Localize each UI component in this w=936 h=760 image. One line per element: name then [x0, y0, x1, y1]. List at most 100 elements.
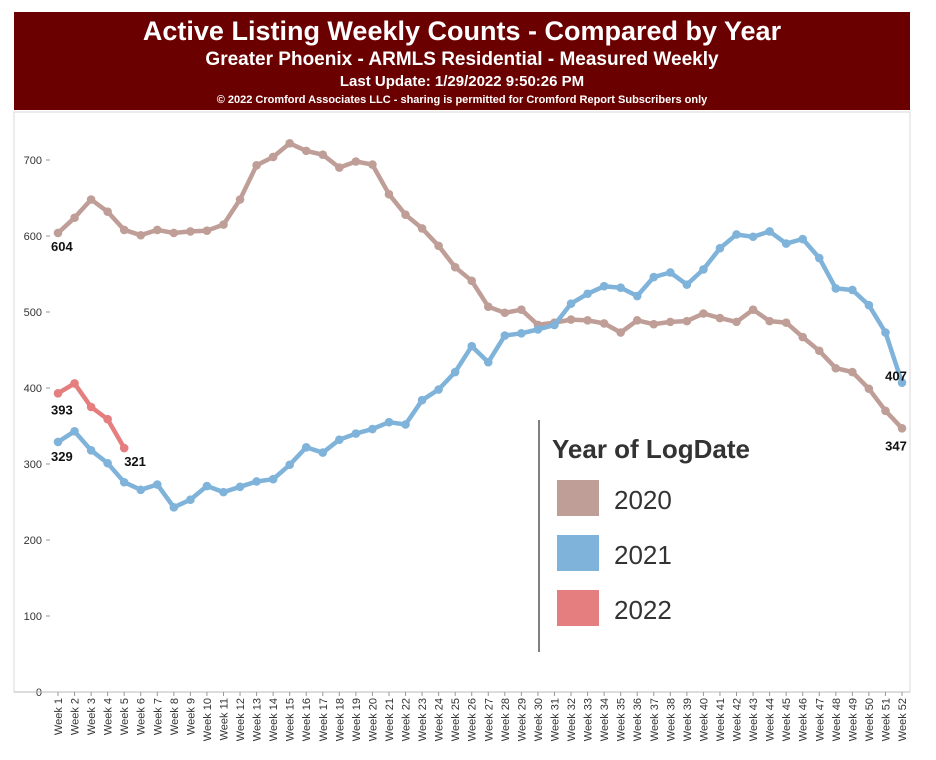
data-point-2022: [70, 379, 79, 388]
data-point-2020: [566, 315, 576, 324]
data-point-2021: [599, 281, 609, 291]
data-point-2021: [119, 477, 129, 487]
data-point-2020: [897, 423, 907, 433]
legend-label-2022: 2022: [614, 595, 672, 625]
y-tick-label: 500: [24, 307, 42, 319]
data-point-2020: [219, 220, 228, 229]
data-point-2021: [384, 417, 394, 427]
x-tick-label: Week 36: [632, 698, 644, 741]
legend-items: 2020 2021 2022: [557, 480, 672, 626]
data-point-2021: [219, 487, 228, 497]
x-tick-label: Week 41: [715, 698, 727, 741]
y-tick-label: 400: [24, 383, 42, 395]
x-tick-label: Week 11: [218, 698, 230, 740]
data-point-2020: [119, 225, 129, 235]
plot-frame: [13, 111, 911, 693]
data-point-2020: [765, 316, 774, 326]
data-point-2021: [682, 280, 692, 289]
data-point-2021: [765, 227, 774, 236]
x-tick-label: Week 34: [599, 698, 611, 741]
data-point-2021: [186, 495, 195, 505]
legend-swatch-2020: [557, 480, 599, 516]
x-tick-label: Week 46: [798, 698, 810, 741]
data-point-2020: [682, 316, 692, 326]
series-line-2021: [55, 229, 905, 510]
x-tick-label: Week 32: [566, 698, 578, 741]
data-point-2020: [202, 226, 212, 235]
x-tick-label: Week 30: [533, 698, 545, 741]
x-tick-label: Week 3: [86, 698, 98, 735]
legend-swatch-2022: [557, 590, 599, 626]
x-tick-label: Week 21: [384, 698, 396, 741]
data-point-2021: [814, 253, 824, 263]
data-point-2020: [814, 346, 824, 356]
data-point-2021: [781, 239, 791, 248]
x-tick-label: Week 42: [732, 698, 744, 741]
data-point-2020: [798, 332, 808, 342]
data-point-2022: [53, 389, 63, 398]
data-point-2021: [401, 420, 410, 429]
data-point-2020: [781, 318, 791, 327]
x-tick-label: Week 29: [516, 698, 528, 741]
legend-label-2020: 2020: [614, 485, 672, 515]
x-tick-label: Week 31: [549, 698, 561, 741]
data-point-2021: [136, 485, 146, 495]
copyright-text: © 2022 Cromford Associates LLC - sharing…: [216, 94, 708, 106]
data-label-2022-last: 321: [124, 454, 146, 469]
x-tick-label: Week 22: [401, 698, 413, 741]
data-point-2020: [732, 317, 741, 327]
data-label-2022-first: 393: [51, 402, 73, 417]
data-point-2020: [186, 227, 195, 236]
data-point-2021: [301, 442, 311, 452]
x-tick-label: Week 39: [682, 698, 694, 741]
data-point-2020: [152, 225, 162, 235]
series-layer: [53, 138, 907, 512]
data-point-2021: [798, 234, 808, 244]
data-point-2021: [881, 328, 890, 337]
x-tick-label: Week 35: [616, 698, 628, 741]
data-point-2021: [533, 325, 543, 334]
x-tick-label: Week 51: [880, 698, 892, 741]
x-tick-label: Week 26: [467, 698, 479, 741]
x-tick-label: Week 48: [831, 698, 843, 741]
data-point-2021: [666, 268, 675, 277]
x-tick-label: Week 14: [268, 698, 280, 741]
x-tick-label: Week 47: [814, 698, 826, 741]
x-tick-label: Week 49: [847, 698, 859, 741]
data-point-2021: [417, 395, 427, 405]
data-point-2021: [483, 357, 493, 367]
data-labels: 604 347 329 407 393 321: [51, 239, 907, 469]
data-point-2020: [434, 241, 443, 251]
data-point-2021: [70, 427, 79, 436]
data-point-2020: [632, 316, 642, 325]
data-point-2021: [699, 265, 708, 274]
x-tick-label: Week 13: [252, 698, 264, 741]
x-tick-label: Week 5: [119, 698, 131, 735]
legend-swatch-2021: [557, 535, 599, 571]
data-point-2020: [235, 195, 245, 204]
x-tick-label: Week 15: [285, 698, 297, 741]
data-point-2020: [881, 406, 890, 416]
x-tick-label: Week 45: [781, 698, 793, 741]
x-tick-label: Week 9: [185, 698, 197, 735]
x-tick-label: Week 8: [169, 698, 181, 735]
data-point-2020: [368, 160, 377, 169]
data-point-2021: [517, 328, 526, 338]
data-point-2021: [86, 446, 96, 455]
y-tick-label: 600: [24, 231, 42, 243]
data-point-2021: [550, 320, 559, 330]
data-point-2021: [715, 243, 725, 253]
x-axis: Week 1 Week 2 Week 3 Week 4 Week 5 Week 6 Week…: [14, 691, 910, 741]
data-point-2020: [450, 262, 460, 272]
data-point-2021: [566, 299, 576, 308]
data-point-2021: [103, 458, 112, 468]
data-point-2021: [748, 232, 758, 242]
data-point-2020: [715, 313, 725, 323]
data-point-2020: [318, 150, 328, 159]
data-point-2020: [53, 228, 63, 238]
data-point-2021: [351, 429, 361, 438]
data-point-2021: [632, 291, 642, 301]
data-point-2021: [848, 285, 857, 295]
x-tick-label: Week 17: [318, 698, 330, 741]
x-tick-label: Week 43: [748, 698, 760, 741]
